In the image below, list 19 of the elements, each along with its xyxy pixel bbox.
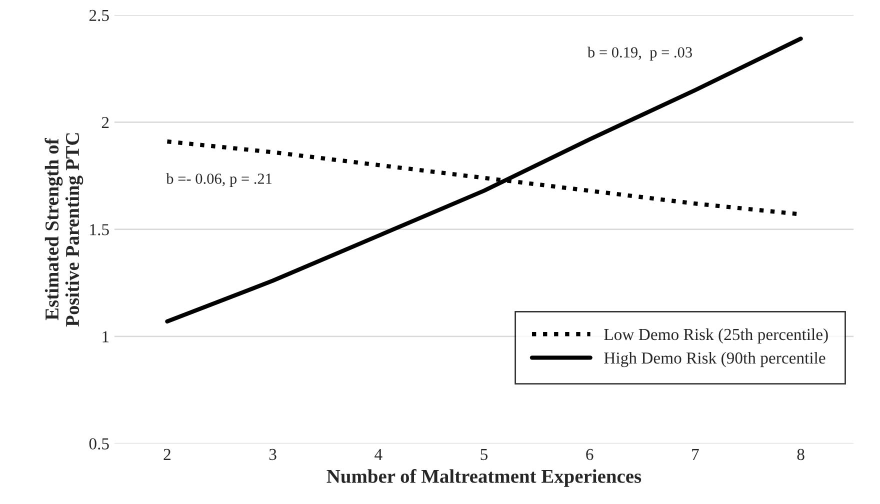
x-tick-label: 6 [586, 448, 594, 460]
x-tick-label: 8 [797, 448, 804, 460]
y-axis-title: Estimated Strength of Positive Parenting PTC [44, 133, 84, 327]
x-tick-label: 5 [480, 449, 488, 460]
x-tick-label: 2 [164, 448, 170, 460]
legend-label: Low Demo Risk (25th percentile) [604, 328, 828, 344]
x-axis-title: Number of Maltreatment Experiences [326, 469, 642, 487]
legend-label: High Demo Risk (90th percentile [604, 352, 826, 368]
line-series [165, 36, 803, 324]
x-tick-label: 7 [692, 449, 699, 460]
y-tick-label: 1.5 [90, 224, 109, 236]
x-tick-label: 4 [374, 448, 382, 460]
y-tick-label: 1 [102, 331, 109, 342]
x-tick-label: 3 [269, 448, 276, 460]
y-tick-label: 2.5 [89, 10, 109, 22]
annotation: b =- 0.06, p = .21 [166, 173, 272, 187]
y-tick-label: 0.5 [89, 438, 109, 450]
annotation: b = 0.19, p = .03 [587, 46, 692, 61]
y-tick-label: 2 [102, 116, 109, 128]
